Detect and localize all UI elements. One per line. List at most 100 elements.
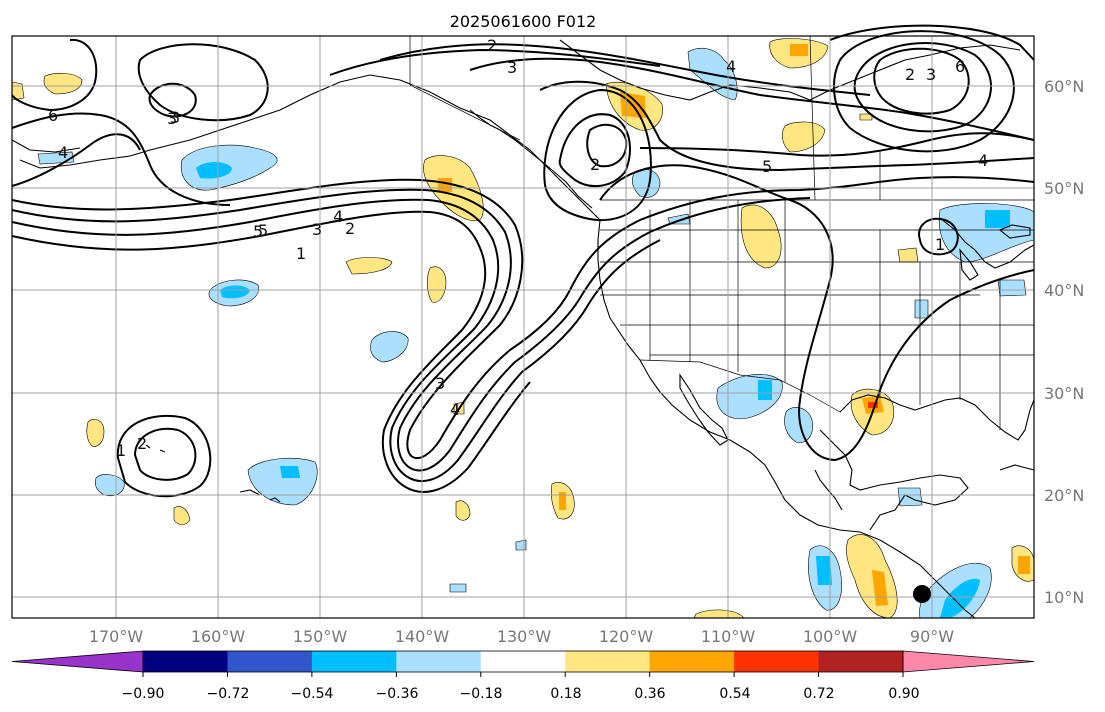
location-marker [913,585,931,603]
blue-patch [758,380,772,400]
colorbar-tick-label: 0.36 [634,686,665,702]
contour-label: 4 [450,400,460,419]
yellow-patch [173,506,191,525]
contour-label: 6 [48,106,58,125]
blue-patch [220,285,250,299]
colorbar-tick-label: −0.54 [291,686,334,702]
colorbar-tick-label: 0.18 [550,686,581,702]
contour-label: 4 [726,57,736,76]
colorbar-segment [396,651,482,672]
contour-label: 3 [170,108,180,127]
colorbar-tick-label: −0.72 [207,686,250,702]
colorbar-segment [565,651,651,672]
jet-contour [469,57,1035,141]
contour-label: 5 [762,157,772,176]
latitude-axis: 60°N 50°N 40°N 30°N 20°N 10°N [1044,77,1084,607]
blue-patch [816,556,832,585]
jet-contour [918,217,959,256]
contour-label: 2 [905,65,915,84]
yellow-patch [86,419,105,447]
blue-patch [37,151,75,165]
jet-contour [599,164,1035,462]
blue-patch [997,279,1027,297]
jet-contour [829,24,1035,61]
contour-label: 2 [345,219,355,238]
contour-label: 1 [116,441,126,460]
jet-contour [11,133,141,187]
longitude-label: 150°W [293,627,348,646]
blue-patch [985,210,1010,228]
jet-contour [137,43,269,122]
colorbar-tick-label: 0.72 [803,686,834,702]
jet-contour [11,176,1035,460]
latitude-label: 30°N [1044,384,1084,403]
yellow-patch [455,500,471,521]
jet-contour [11,210,531,493]
contour-label: 2 [590,155,600,174]
jet-contour [586,123,628,168]
colorbar-tick-label: −0.90 [122,686,165,702]
contour-label: 5 [253,222,263,241]
blue-patch [280,466,300,478]
latitude-label: 60°N [1044,77,1084,96]
colorbar-segment [818,651,904,672]
contour-label: 5 [258,221,268,240]
colorbar-segment [649,651,735,672]
jet-contour [11,188,811,472]
jet-contour [11,38,98,112]
contour-label: 3 [507,58,517,77]
latitude-label: 40°N [1044,281,1084,300]
contour-label: 3 [435,374,445,393]
political-borders [409,35,1034,430]
blue-patch [940,578,980,618]
yellow-patch [1018,556,1030,574]
jet-contour [539,80,1035,172]
longitude-label: 90°W [910,627,954,646]
jet-contour [379,43,871,96]
colorbar-extend-high [902,650,1035,673]
longitude-label: 160°W [191,627,246,646]
colorbar-segment [227,651,313,672]
contour-label: 4 [978,151,988,170]
coastlines [11,39,1035,619]
colorbar-extend-low [11,650,144,673]
longitude-label: 110°W [701,627,756,646]
longitude-label: 140°W [395,627,450,646]
contour-label: 2 [487,36,497,55]
colorbar-tick-label: 0.90 [888,686,919,702]
yellow-patch [438,178,452,192]
contour-label: 4 [333,207,343,226]
longitude-axis: 170°W 160°W 150°W 140°W 130°W 120°W 110°… [89,627,954,646]
colorbar-tick-label: 0.54 [719,686,750,702]
jet-contour [329,48,661,76]
latitude-label: 20°N [1044,486,1084,505]
colorbar-segment [143,651,228,672]
contour-label: 1 [935,235,945,254]
colorbar-tick-label: −0.36 [376,686,419,702]
longitude-label: 100°W [803,627,858,646]
map-frame [11,35,1035,619]
grid [12,36,1034,618]
yellow-patch [897,247,919,263]
latitude-label: 50°N [1044,179,1084,198]
jet-contour [11,198,661,482]
yellow-patch [781,121,826,153]
contour-label: 3 [312,220,322,239]
colorbar-tick-label: −0.18 [460,686,503,702]
colorbar-tick-labels: −0.90 −0.72 −0.54 −0.36 −0.18 0.18 0.36 … [122,686,920,702]
blue-patch [449,583,467,593]
contour-label: 3 [926,65,936,84]
blue-patch [914,299,929,319]
contour-label: 4 [58,143,68,162]
yellow-patch [345,257,393,275]
jet-contour [148,82,197,118]
yellow-patch [426,266,447,303]
blue-patch [370,331,409,363]
colorbar-segment [311,651,397,672]
blue-patch [938,203,1035,263]
yellow-patch [740,204,782,269]
colorbar-segment [734,651,820,672]
yellow-patch [790,44,808,56]
jet-contour [133,427,197,481]
